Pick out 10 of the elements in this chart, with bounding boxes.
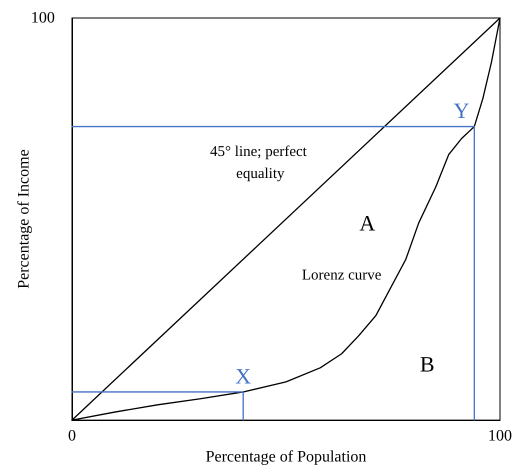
x-tick-label: 0 — [68, 428, 76, 445]
y-axis-title: Percentage of Income — [16, 149, 32, 289]
x-axis-title: Percentage of Population — [206, 448, 366, 466]
annotation: Lorenz curve — [302, 267, 382, 284]
annotation: Y — [454, 98, 470, 123]
annotation: A — [359, 210, 376, 236]
annotation: 45° line; perfect equality — [210, 144, 311, 182]
text: 100 — [30, 10, 55, 26]
annotation: X — [235, 363, 252, 388]
annotation: B — [420, 351, 435, 376]
